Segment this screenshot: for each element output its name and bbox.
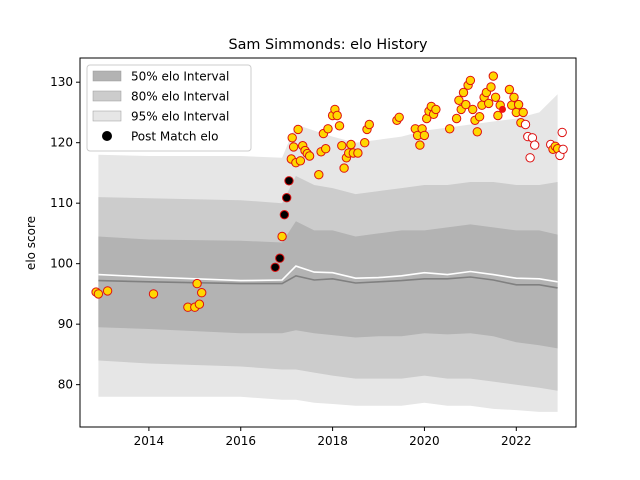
y-tick-label: 120	[50, 136, 73, 150]
legend-marker-post	[102, 131, 112, 141]
data-point	[486, 82, 496, 92]
data-point	[332, 110, 342, 121]
data-point	[337, 141, 347, 151]
interval-bands	[98, 94, 558, 412]
data-point	[461, 99, 471, 110]
data-point	[518, 107, 528, 118]
y-tick-label: 110	[50, 196, 73, 210]
mean-line	[98, 265, 558, 283]
data-point	[192, 278, 202, 289]
data-point	[295, 156, 306, 166]
data-point	[194, 299, 205, 309]
data-point	[102, 286, 113, 296]
data-point	[513, 99, 524, 110]
data-point	[472, 127, 482, 137]
data-point	[304, 151, 315, 161]
data-point	[488, 71, 498, 81]
data-point	[474, 112, 485, 122]
plot-frame	[79, 57, 577, 428]
data-point	[504, 84, 515, 95]
data-point	[419, 130, 430, 141]
data-point	[468, 104, 478, 115]
y-tick-label: 130	[50, 75, 73, 89]
data-point	[293, 124, 303, 135]
data-point	[314, 170, 324, 180]
data-point	[360, 138, 370, 148]
data-point	[451, 113, 462, 124]
data-points	[91, 71, 568, 312]
legend-label-i50: 50% elo Interval	[131, 70, 229, 84]
data-point	[279, 210, 290, 220]
data-point	[321, 144, 331, 154]
median-line	[98, 274, 558, 289]
x-tick-label: 2014	[134, 434, 165, 448]
x-tick-label: 2022	[501, 434, 532, 448]
data-point	[353, 148, 363, 158]
y-axis-ticks: 80 90 100 110 120 130	[50, 75, 80, 392]
y-tick-label: 90	[58, 317, 73, 331]
legend: 50% elo Interval 80% elo Interval 95% elo …	[86, 64, 252, 152]
data-point	[415, 140, 425, 150]
data-point	[270, 262, 280, 272]
data-point	[284, 176, 294, 186]
legend-swatch-i50	[92, 70, 122, 82]
data-point	[490, 92, 501, 103]
data-point	[484, 98, 494, 109]
data-point	[558, 144, 568, 155]
x-tick-label: 2018	[317, 434, 348, 448]
trend-lines	[98, 265, 558, 289]
x-axis-ticks: 2014 2016 2018 2020 2022	[134, 427, 532, 448]
data-point	[277, 231, 287, 242]
data-point	[282, 193, 292, 203]
data-point	[197, 288, 207, 298]
data-point	[557, 127, 567, 138]
data-point	[288, 142, 299, 152]
data-point	[530, 140, 540, 150]
data-point	[346, 139, 356, 150]
legend-swatch-i80	[92, 90, 122, 102]
data-point	[458, 87, 469, 98]
data-point	[454, 95, 464, 106]
legend-box	[86, 64, 252, 152]
data-point	[499, 105, 506, 113]
y-tick-label: 80	[58, 378, 73, 392]
data-point	[275, 253, 285, 263]
legend-label-i95: 95% elo Interval	[131, 110, 229, 124]
legend-label-post: Post Match elo	[131, 130, 218, 144]
y-axis-label: elo score	[24, 216, 38, 270]
data-point	[364, 119, 374, 130]
chart-title: Sam Simmonds: elo History	[228, 37, 428, 53]
data-point	[445, 124, 455, 134]
data-point	[493, 110, 503, 121]
data-point	[148, 289, 159, 299]
legend-label-i80: 80% elo Interval	[131, 90, 229, 104]
data-point	[431, 104, 441, 115]
data-point	[323, 124, 333, 134]
data-point	[287, 133, 297, 143]
data-point	[93, 289, 104, 299]
data-point	[509, 92, 519, 103]
legend-swatch-i95	[92, 110, 122, 122]
data-point	[339, 163, 349, 173]
data-point	[520, 119, 531, 130]
data-point	[525, 153, 535, 163]
y-tick-label: 100	[50, 257, 73, 271]
band-50	[98, 221, 558, 349]
data-point	[394, 112, 404, 123]
data-point	[465, 75, 476, 86]
x-tick-label: 2016	[225, 434, 256, 448]
x-tick-label: 2020	[409, 434, 440, 448]
data-point	[334, 121, 345, 131]
